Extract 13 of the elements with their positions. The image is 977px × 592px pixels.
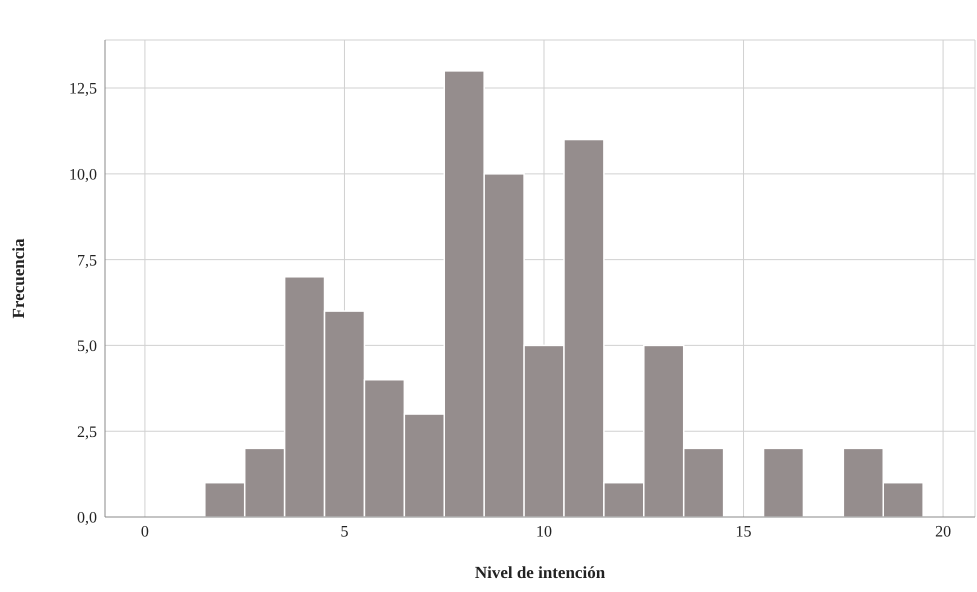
y-axis-title: Frecuencia [9, 238, 28, 318]
y-tick-label: 7,5 [77, 252, 97, 270]
x-axis-title: Nivel de intención [474, 563, 606, 582]
x-tick-label: 5 [340, 523, 348, 540]
y-tick-label: 5,0 [77, 338, 97, 356]
x-tick-label: 20 [935, 523, 952, 540]
y-tick-label: 0,0 [77, 510, 97, 527]
y-tick-label: 10,0 [69, 166, 97, 184]
x-tick-label: 15 [736, 523, 752, 540]
x-tick-label: 10 [536, 523, 552, 540]
x-tick-label: 0 [140, 523, 149, 540]
y-tick-label: 12,5 [69, 80, 97, 98]
y-tick-label: 2,5 [77, 424, 97, 441]
